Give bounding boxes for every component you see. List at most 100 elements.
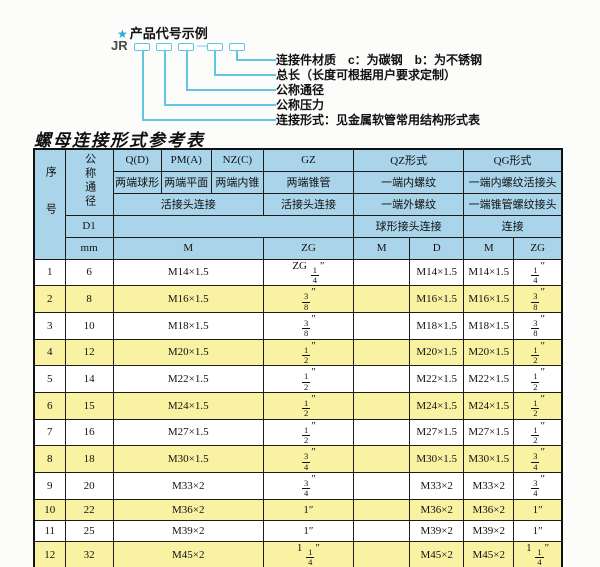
table-cell: M39×2 bbox=[463, 519, 515, 542]
table-cell bbox=[353, 338, 411, 367]
connector-line bbox=[142, 51, 144, 120]
table-cell: 1 4 ″ bbox=[513, 258, 563, 287]
table-cell: M18×1.5 bbox=[463, 311, 515, 340]
table-cell: 2 bbox=[33, 285, 66, 313]
table-cell: 3 8 ″ bbox=[513, 311, 563, 340]
connector-line bbox=[186, 89, 276, 91]
table-cell: M45×2 bbox=[409, 540, 465, 567]
table-cell: M33×2 bbox=[112, 472, 264, 500]
table-cell: M14×1.5 bbox=[409, 258, 465, 287]
table-cell: 8 bbox=[64, 285, 114, 313]
table-cell: M33×2 bbox=[409, 472, 465, 500]
header-col-q: Q(D) bbox=[112, 148, 162, 172]
table-cell: M18×1.5 bbox=[112, 311, 264, 340]
header-q-desc: 两端球形 bbox=[112, 170, 162, 194]
header-blank bbox=[112, 214, 355, 238]
table-body: 1 6 M14×1.5 ZG 1 4 ″ M14×1.5 M14×1.5 1 4 ″ 2 8 M16×1.… bbox=[33, 258, 563, 567]
header-sub-qg-m: M bbox=[463, 236, 515, 260]
header-col-nz: NZ(C) bbox=[210, 148, 264, 172]
code-box-3 bbox=[178, 43, 194, 51]
code-prefix: JR bbox=[111, 38, 128, 53]
header-pm-desc: 两端平面 bbox=[160, 170, 212, 194]
table-cell: M20×1.5 bbox=[409, 338, 465, 367]
header-mm: mm bbox=[64, 236, 114, 260]
table-cell: M16×1.5 bbox=[112, 285, 264, 313]
product-code-diagram: ★ 产品代号示例 JR — 连接件材质 c：为碳钢 b：为不锈钢 总长（长度可根据… bbox=[0, 0, 600, 148]
diagram-heading-text: 产品代号示例 bbox=[129, 26, 208, 41]
header-qz-desc1: 一端内螺纹 bbox=[353, 170, 465, 194]
header-qz-desc2: 一端外螺纹 bbox=[353, 192, 465, 216]
header-qg-join: 连接 bbox=[463, 214, 563, 238]
table-cell bbox=[353, 498, 411, 521]
table-cell: 16 bbox=[64, 418, 114, 447]
table-row: 7 16 M27×1.5 1 2 ″ M27×1.5 M27×1.5 1 2 ″ bbox=[33, 418, 563, 447]
table-cell: M45×2 bbox=[463, 540, 515, 567]
table-cell: M22×1.5 bbox=[112, 365, 264, 393]
header-col-pm: PM(A) bbox=[160, 148, 212, 172]
star-icon: ★ bbox=[117, 27, 128, 41]
table-cell bbox=[353, 285, 411, 313]
table-cell: M24×1.5 bbox=[463, 391, 515, 420]
code-box-5 bbox=[229, 43, 245, 51]
table-cell: 22 bbox=[64, 498, 114, 521]
table-cell: M18×1.5 bbox=[409, 311, 465, 340]
connector-line bbox=[214, 74, 276, 76]
table-cell: M22×1.5 bbox=[463, 365, 515, 393]
table-cell: M27×1.5 bbox=[463, 418, 515, 447]
header-gz-desc: 两端锥管 bbox=[262, 170, 355, 194]
table-cell: 3 8 ″ bbox=[262, 285, 355, 313]
table-cell: 1″ bbox=[262, 498, 355, 521]
table-cell: M39×2 bbox=[409, 519, 465, 542]
connector-line bbox=[236, 59, 276, 61]
table-cell: M14×1.5 bbox=[463, 258, 515, 287]
table-cell: M16×1.5 bbox=[463, 285, 515, 313]
table-row: 3 10 M18×1.5 3 8 ″ M18×1.5 M18×1.5 3 8 ″ bbox=[33, 311, 563, 340]
header-seq: 序号 bbox=[33, 148, 66, 260]
connector-line bbox=[164, 104, 276, 106]
table-cell: M24×1.5 bbox=[409, 391, 465, 420]
table-cell: 3 4 ″ bbox=[513, 472, 563, 500]
table-cell: 1 2 ″ bbox=[513, 418, 563, 447]
header-col-gz: GZ bbox=[262, 148, 355, 172]
table-cell: M16×1.5 bbox=[409, 285, 465, 313]
label-diameter: 公称通径 bbox=[276, 83, 325, 97]
table-cell: 1 bbox=[33, 258, 66, 287]
table-header: 序号 公称通径 Q(D) PM(A) NZ(C) GZ QZ形式 QG形式 两端… bbox=[33, 148, 563, 260]
table-cell: M33×2 bbox=[463, 472, 515, 500]
table-cell: 1″ bbox=[513, 498, 563, 521]
table-cell bbox=[353, 418, 411, 447]
table-cell: M30×1.5 bbox=[112, 445, 264, 473]
table-cell: 1 2 ″ bbox=[262, 338, 355, 367]
header-qg-desc1: 一端内螺纹活接头 bbox=[463, 170, 563, 194]
table-cell: M24×1.5 bbox=[112, 391, 264, 420]
connector-line bbox=[164, 51, 166, 105]
code-box-1 bbox=[134, 43, 150, 51]
header-sub-qg-zg: ZG bbox=[513, 236, 563, 260]
header-col-qg: QG形式 bbox=[463, 148, 563, 172]
table-cell: 3 bbox=[33, 311, 66, 340]
header-nz-desc: 两端内锥 bbox=[210, 170, 264, 194]
table-cell: 1 2 ″ bbox=[513, 391, 563, 420]
header-sub-qz-d: D bbox=[409, 236, 465, 260]
table-row: 10 22 M36×2 1″ M36×2 M36×2 1″ bbox=[33, 498, 563, 521]
table-cell: 6 bbox=[33, 391, 66, 420]
label-length: 总长（长度可根据用户要求定制） bbox=[276, 68, 457, 82]
table-cell: 3 4 ″ bbox=[262, 472, 355, 500]
header-m-join: 活接头连接 bbox=[112, 192, 264, 216]
table-cell bbox=[353, 445, 411, 473]
label-conn-form: 连接形式：见金属软管常用结构形式表 bbox=[276, 113, 481, 127]
table-title: 螺母连接形式参考表 bbox=[34, 131, 205, 150]
table-row: 4 12 M20×1.5 1 2 ″ M20×1.5 M20×1.5 1 2 ″ bbox=[33, 338, 563, 367]
connector-line bbox=[186, 51, 188, 90]
connector-line bbox=[142, 119, 276, 121]
header-col-qz: QZ形式 bbox=[353, 148, 465, 172]
header-qg-desc2: 一端锥管螺纹接头 bbox=[463, 192, 563, 216]
table-row: 2 8 M16×1.5 3 8 ″ M16×1.5 M16×1.5 3 8 ″ bbox=[33, 285, 563, 313]
table-cell bbox=[353, 540, 411, 567]
table-cell: M30×1.5 bbox=[409, 445, 465, 473]
table-cell: M20×1.5 bbox=[112, 338, 264, 367]
table-cell: 10 bbox=[64, 311, 114, 340]
table-cell: M27×1.5 bbox=[112, 418, 264, 447]
table-cell bbox=[353, 519, 411, 542]
table-cell: M20×1.5 bbox=[463, 338, 515, 367]
